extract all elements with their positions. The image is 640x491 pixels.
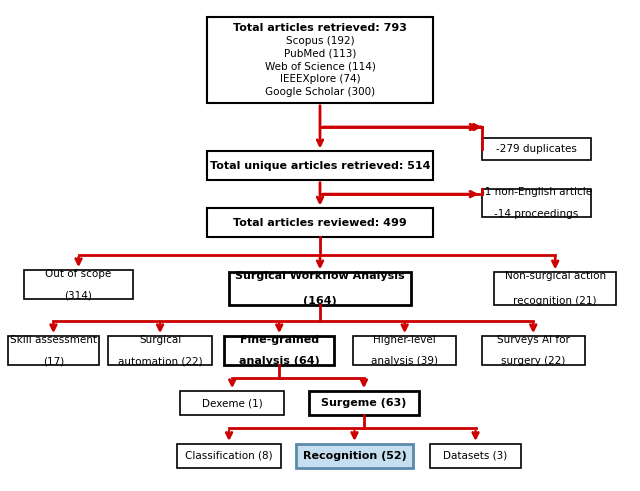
- Text: Total articles reviewed: 499: Total articles reviewed: 499: [233, 218, 407, 228]
- Text: Non-surgical action: Non-surgical action: [504, 272, 606, 281]
- Text: recognition (21): recognition (21): [513, 296, 597, 306]
- FancyBboxPatch shape: [481, 138, 591, 160]
- Text: Surgical: Surgical: [139, 335, 181, 345]
- Text: Web of Science (114): Web of Science (114): [264, 61, 376, 71]
- FancyBboxPatch shape: [296, 444, 413, 468]
- Text: Google Scholar (300): Google Scholar (300): [265, 87, 375, 97]
- Text: Skill assessment: Skill assessment: [10, 335, 97, 345]
- FancyBboxPatch shape: [481, 189, 591, 217]
- Text: analysis (39): analysis (39): [371, 356, 438, 366]
- FancyBboxPatch shape: [8, 336, 99, 365]
- Text: Dexeme (1): Dexeme (1): [202, 398, 262, 408]
- FancyBboxPatch shape: [207, 151, 433, 180]
- Text: automation (22): automation (22): [118, 356, 202, 366]
- FancyBboxPatch shape: [108, 336, 212, 365]
- FancyBboxPatch shape: [207, 17, 433, 103]
- Text: Out of scope: Out of scope: [45, 269, 111, 278]
- Text: (314): (314): [65, 290, 92, 300]
- Text: Surveys AI for: Surveys AI for: [497, 335, 570, 345]
- Text: Total unique articles retrieved: 514: Total unique articles retrieved: 514: [210, 161, 430, 170]
- Text: Total articles retrieved: 793: Total articles retrieved: 793: [233, 23, 407, 33]
- FancyBboxPatch shape: [430, 444, 521, 468]
- Text: surgery (22): surgery (22): [501, 356, 565, 366]
- Text: analysis (64): analysis (64): [239, 356, 319, 366]
- Text: Surgical Workflow Analysis: Surgical Workflow Analysis: [235, 272, 405, 281]
- FancyBboxPatch shape: [180, 391, 284, 415]
- Text: Surgeme (63): Surgeme (63): [321, 398, 406, 408]
- Text: Scopus (192): Scopus (192): [285, 36, 355, 46]
- Text: PubMed (113): PubMed (113): [284, 49, 356, 58]
- Text: Classification (8): Classification (8): [185, 451, 273, 461]
- Text: Higher-level: Higher-level: [373, 335, 436, 345]
- FancyBboxPatch shape: [225, 336, 334, 365]
- Text: Datasets (3): Datasets (3): [444, 451, 508, 461]
- Text: -1 non-English article: -1 non-English article: [481, 187, 592, 197]
- Text: -14 proceedings: -14 proceedings: [494, 209, 579, 218]
- Text: Fine-grained: Fine-grained: [239, 335, 319, 345]
- FancyBboxPatch shape: [494, 272, 616, 305]
- Text: IEEEXplore (74): IEEEXplore (74): [280, 74, 360, 84]
- Text: Recognition (52): Recognition (52): [303, 451, 406, 461]
- FancyBboxPatch shape: [309, 391, 419, 415]
- FancyBboxPatch shape: [481, 336, 585, 365]
- Text: (17): (17): [43, 356, 64, 366]
- FancyBboxPatch shape: [177, 444, 281, 468]
- FancyBboxPatch shape: [229, 272, 411, 305]
- FancyBboxPatch shape: [207, 209, 433, 237]
- Text: -279 duplicates: -279 duplicates: [496, 144, 577, 154]
- FancyBboxPatch shape: [353, 336, 456, 365]
- FancyBboxPatch shape: [24, 270, 133, 299]
- Text: (164): (164): [303, 296, 337, 306]
